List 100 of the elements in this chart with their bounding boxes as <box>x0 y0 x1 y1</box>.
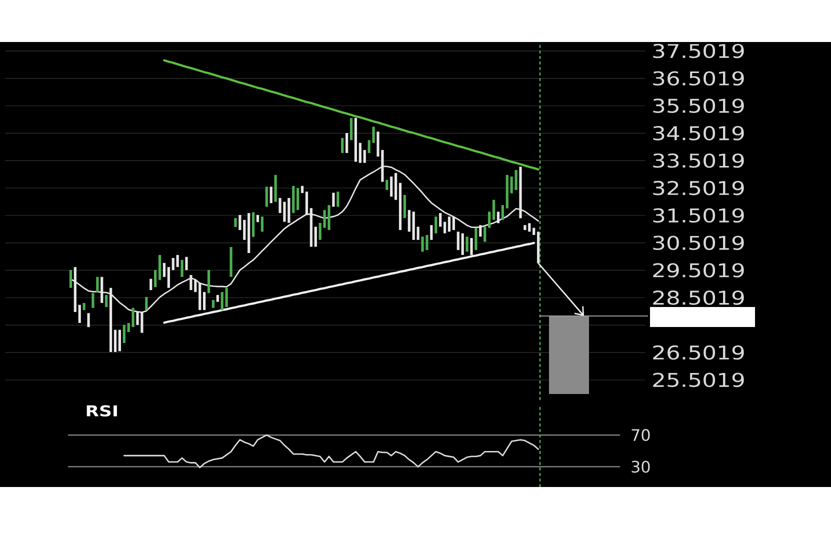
candlestick <box>314 226 317 247</box>
candlestick <box>461 233 464 255</box>
candlestick <box>248 213 250 254</box>
line-series <box>163 242 535 324</box>
candlestick <box>198 282 202 310</box>
candlestick <box>122 324 126 343</box>
candlestick <box>474 228 478 250</box>
candlestick <box>100 276 104 303</box>
candlestick <box>484 226 486 242</box>
candlestick <box>398 182 402 230</box>
candlestick <box>176 254 179 268</box>
candlestick <box>506 174 508 208</box>
candlestick <box>408 210 410 232</box>
candlestick <box>78 304 81 323</box>
candlestick <box>350 118 353 140</box>
candlestick <box>300 186 304 194</box>
candlestick <box>456 232 460 250</box>
y-tick-label: 34.5019 <box>653 126 744 140</box>
candlestick <box>386 180 388 190</box>
chart-title: RSI <box>86 405 117 417</box>
y-tick-label: 32.5019 <box>653 180 744 196</box>
y-tick-label: 33.5019 <box>653 153 744 168</box>
y-tick-label: 36.5019 <box>653 71 744 86</box>
candlestick <box>69 270 72 288</box>
candlestick <box>430 225 433 240</box>
candlestick <box>452 216 455 230</box>
y-tick-label: 37.5019 <box>653 44 744 58</box>
candlestick <box>412 212 415 240</box>
y-tick-label: 30 <box>632 460 650 473</box>
candlestick <box>158 254 162 280</box>
y-tick-label: 35.5019 <box>653 98 744 113</box>
candlestick <box>162 262 166 277</box>
candlestick <box>190 274 192 290</box>
candlestick <box>167 267 170 288</box>
candlestick <box>292 186 295 214</box>
y-tick-label: 31.5019 <box>653 208 744 223</box>
y-tick-label: 26.5019 <box>653 345 744 360</box>
candlestick <box>488 212 491 228</box>
candlestick <box>154 270 157 288</box>
candlestick <box>524 225 526 230</box>
candlestick <box>274 174 277 202</box>
candlestick <box>332 192 335 207</box>
candlestick <box>310 208 312 247</box>
candlestick <box>501 205 504 220</box>
candlestick <box>252 212 255 237</box>
candlestick <box>243 220 246 240</box>
candlestick <box>336 192 340 207</box>
candlestick <box>150 278 152 290</box>
candlestick <box>82 302 86 310</box>
candlestick <box>185 256 188 270</box>
candlestick <box>346 132 348 154</box>
candlestick <box>479 225 482 237</box>
candlestick <box>358 142 362 163</box>
candlestick <box>118 330 121 352</box>
candlestick <box>354 118 358 162</box>
candlestick <box>114 330 117 352</box>
candlestick <box>514 170 518 190</box>
candlestick <box>87 313 90 328</box>
candlestick <box>528 223 531 232</box>
y-tick-label: 29.5019 <box>653 263 744 278</box>
candlestick <box>265 186 268 207</box>
candlestick <box>439 213 442 227</box>
candlestick <box>260 216 264 232</box>
y-tick-label: 30.5019 <box>653 236 744 250</box>
candlestick <box>230 247 232 277</box>
y-tick-label: 25.5019 <box>653 372 744 388</box>
candlestick <box>270 186 272 204</box>
candlestick <box>145 296 148 310</box>
candlestick <box>212 300 215 308</box>
y-tick-label: 28.5019 <box>653 290 744 305</box>
candlestick <box>203 292 206 310</box>
candlestick <box>220 292 224 310</box>
candlestick <box>403 194 406 218</box>
candlestick <box>394 173 398 200</box>
candlestick <box>172 258 174 270</box>
candlestick <box>448 216 451 232</box>
candlestick <box>434 216 438 234</box>
candlestick <box>92 293 94 308</box>
candlestick <box>256 214 260 222</box>
y-tick-label: 70 <box>632 429 650 442</box>
candlestick <box>363 150 366 163</box>
candlestick <box>225 288 228 308</box>
candlestick <box>341 138 344 154</box>
candlestick <box>96 276 99 292</box>
candlestick <box>443 222 446 234</box>
candlestick <box>496 212 500 224</box>
candlestick <box>532 228 536 235</box>
candlestick <box>105 295 108 308</box>
candlestick <box>216 295 219 302</box>
candlestick <box>234 218 237 228</box>
candlestick <box>305 192 308 215</box>
candlestick <box>466 236 468 252</box>
candlestick <box>492 200 496 220</box>
candlestick <box>238 214 242 230</box>
candlestick <box>390 176 393 197</box>
candlestick <box>416 226 420 240</box>
candlestick <box>194 280 197 292</box>
candlestick <box>180 260 184 277</box>
candlestick <box>296 188 300 210</box>
candlestick <box>207 270 210 294</box>
